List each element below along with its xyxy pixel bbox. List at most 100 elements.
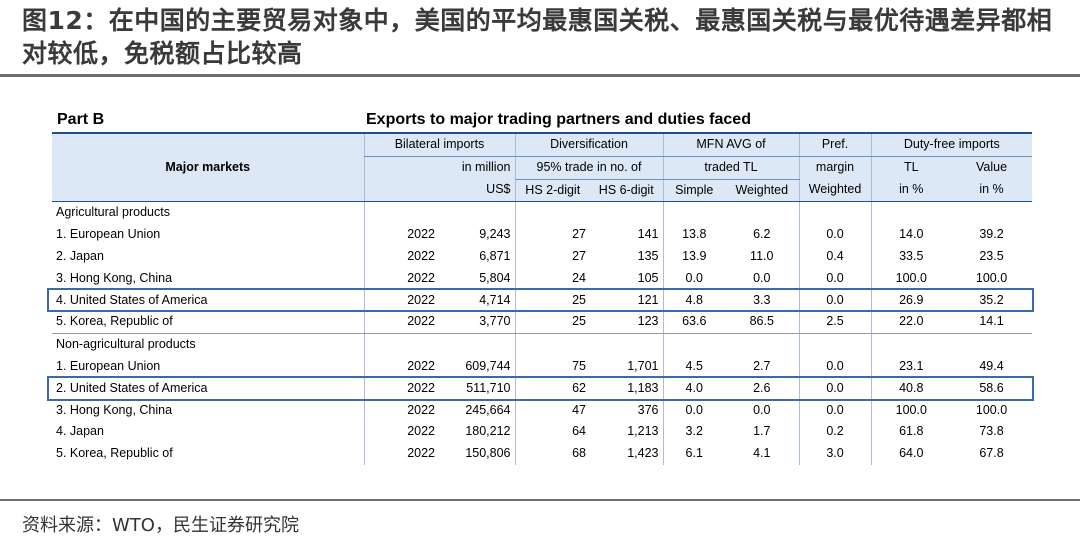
cell-mfn-simple: 0.0 [662, 267, 725, 290]
section-row: Agricultural products [52, 201, 1032, 225]
cell-market: 3. Hong Kong, China [56, 402, 173, 417]
cell-year: 2022 [363, 224, 439, 246]
cell-hs6: 1,213 [627, 424, 659, 439]
cell-imports: 5,804 [479, 270, 511, 285]
bottom-rule [0, 499, 1080, 501]
part-label: Part B [57, 111, 105, 128]
cell-pref-weighted: 3.0 [798, 443, 872, 465]
cell-pref-weighted: 2.5 [798, 311, 872, 335]
cell-hs6: 1,423 [627, 446, 659, 461]
cell-dutyfree-value: 100.0 [975, 402, 1008, 417]
cell-hs6: 123 [590, 311, 663, 335]
cell-imports: 4,714 [479, 292, 511, 307]
header-hs2: HS 2-digit [514, 179, 590, 203]
cell-mfn-weighted: 11.0 [750, 248, 774, 263]
cell-mfn-weighted: 0.0 [753, 402, 771, 417]
header-mfn: MFN AVG of [662, 131, 800, 157]
cell-imports: 511,710 [466, 380, 511, 395]
cell-pref-weighted: 0.0 [798, 399, 872, 422]
table-row: 5. Korea, Republic of 2022 150,806 68 1,423 6… [52, 443, 1032, 465]
cell-hs2: 62 [514, 377, 590, 400]
cell-year: 2022 [363, 289, 439, 312]
header-pref-weighted: Weighted [798, 179, 872, 203]
cell-mfn-weighted: 4.1 [753, 446, 771, 461]
cell-imports: 9,243 [479, 227, 511, 242]
header-major-markets: Major markets [52, 156, 364, 180]
cell-hs2: 24 [514, 267, 590, 290]
cell-mfn-simple: 3.2 [662, 421, 725, 444]
cell-dutyfree-tl: 26.9 [870, 289, 952, 312]
header-diversification: Diversification [514, 131, 663, 157]
header-value-pct: in % [951, 179, 1033, 203]
cell-imports: 3,770 [439, 311, 515, 335]
cell-hs6: 1,183 [627, 380, 659, 395]
cell-dutyfree-value: 73.8 [979, 424, 1004, 439]
cell-market: 2. Japan [56, 248, 104, 263]
cell-dutyfree-tl: 22.0 [870, 311, 952, 335]
cell-market: 1. European Union [56, 358, 161, 373]
cell-mfn-simple: 13.8 [662, 224, 725, 246]
cell-mfn-simple: 6.1 [662, 443, 725, 465]
cell-hs6: 105 [637, 270, 659, 285]
cell-market: 1. European Union [56, 227, 161, 242]
cell-dutyfree-value: 58.6 [979, 380, 1004, 395]
cell-hs6: 121 [637, 292, 659, 307]
cell-hs6: 135 [637, 248, 659, 263]
cell-market: 2. United States of America [56, 380, 208, 395]
cell-mfn-simple: 13.9 [662, 245, 725, 268]
cell-hs2: 64 [514, 421, 590, 444]
cell-dutyfree-value: 39.2 [979, 227, 1004, 242]
cell-pref-weighted: 0.0 [798, 355, 872, 378]
header-weighted: Weighted [725, 179, 800, 203]
cell-mfn-weighted: 2.6 [753, 380, 771, 395]
cell-year: 2022 [363, 443, 439, 465]
cell-pref-weighted: 0.0 [798, 267, 872, 290]
cell-market: 4. United States of America [56, 292, 208, 307]
cell-mfn-weighted: 2.7 [753, 358, 771, 373]
cell-mfn-simple: 63.6 [662, 311, 725, 335]
cell-dutyfree-tl: 100.0 [870, 399, 952, 422]
cell-year: 2022 [363, 421, 439, 444]
cell-market: 4. Japan [56, 424, 104, 439]
cell-mfn-weighted: 3.3 [753, 292, 771, 307]
section-label: Non-agricultural products [56, 337, 196, 352]
figure-title: 图12：在中国的主要贸易对象中，美国的平均最惠国关税、最惠国关税与最优待遇差异都… [22, 6, 1053, 68]
header-diversification-sub: 95% trade in no. of [514, 156, 663, 180]
header-pref: Pref. [798, 131, 872, 157]
header-tl: TL [870, 156, 952, 180]
cell-hs2: 27 [514, 245, 590, 268]
table-row: 4. Japan 2022 180,212 64 1,213 3.2 1.7 0.2 61.8 7… [52, 421, 1032, 444]
cell-hs6: 376 [637, 402, 659, 417]
cell-hs6: 1,701 [627, 358, 659, 373]
table-row: 3. Hong Kong, China 2022 245,664 47 376 0.0 0.… [52, 399, 1032, 422]
table-row: 4. United States of America 2022 4,714 25 12… [52, 289, 1032, 312]
header-bilateral-unit: in million [439, 156, 515, 180]
highlight-us-non-agricultural [47, 375, 1034, 401]
cell-imports: 180,212 [465, 424, 511, 439]
cell-year: 2022 [363, 267, 439, 290]
cell-pref-weighted: 0.0 [798, 289, 872, 312]
trade-duties-table: Bilateral imports Diversification MFN AV… [52, 131, 1033, 465]
cell-dutyfree-tl: 100.0 [870, 267, 952, 290]
cell-dutyfree-tl: 64.0 [870, 443, 952, 465]
cell-pref-weighted: 0.2 [798, 421, 872, 444]
cell-imports: 609,744 [465, 358, 511, 373]
cell-hs2: 47 [514, 399, 590, 422]
table-row: 2. Japan 2022 6,871 27 135 13.9 11.0 0.4 33.5 23.… [52, 245, 1032, 268]
top-rule [0, 74, 1080, 77]
cell-mfn-simple: 0.0 [662, 399, 725, 422]
cell-year: 2022 [363, 245, 439, 268]
cell-market: 3. Hong Kong, China [56, 270, 173, 285]
cell-hs2: 68 [514, 443, 590, 465]
header-hs6: HS 6-digit [590, 179, 663, 203]
header-tl-pct: in % [870, 179, 952, 203]
cell-dutyfree-tl: 14.0 [870, 224, 952, 246]
header-dutyfree: Duty-free imports [870, 131, 1033, 157]
cell-dutyfree-tl: 33.5 [870, 245, 952, 268]
table-title: Exports to major trading partners and du… [366, 111, 751, 128]
cell-hs2: 27 [514, 224, 590, 246]
cell-mfn-simple: 4.5 [662, 355, 725, 378]
cell-year: 2022 [363, 355, 439, 378]
cell-dutyfree-tl: 61.8 [870, 421, 952, 444]
cell-dutyfree-value: 35.2 [979, 292, 1004, 307]
